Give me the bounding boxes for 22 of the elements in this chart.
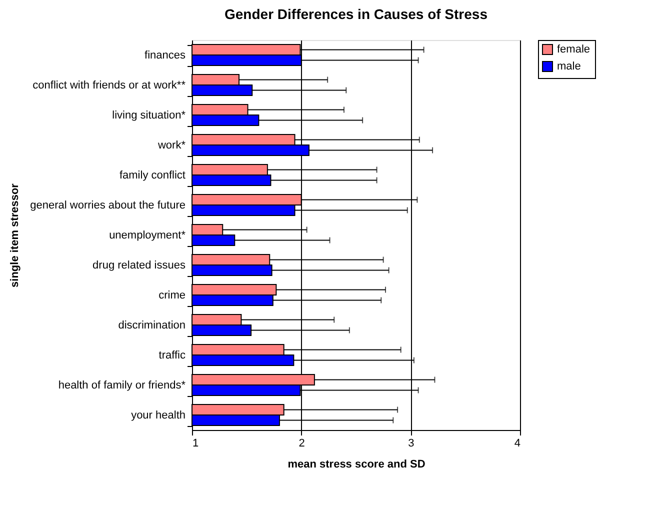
x-tick-label: 3 — [408, 438, 414, 450]
y-tick-label: living situation* — [112, 110, 186, 122]
y-tick-label: work* — [156, 140, 186, 152]
y-tick-label: finances — [144, 50, 186, 62]
chart-title: Gender Differences in Causes of Stress — [224, 6, 488, 22]
x-tick-label: 2 — [298, 438, 305, 450]
x-axis-title: mean stress score and SD — [288, 458, 426, 470]
y-axis-title: single item stressor — [9, 182, 22, 288]
legend-label: male — [557, 60, 581, 72]
y-tick-label: traffic — [158, 350, 186, 362]
y-tick-label: family conflict — [119, 170, 186, 182]
y-tick-label: general worries about the future — [30, 200, 186, 212]
legend-label: female — [557, 44, 590, 56]
y-tick-label: discrimination — [118, 320, 186, 332]
y-tick-label: crime — [158, 290, 186, 302]
y-tick-label: drug related issues — [92, 260, 186, 272]
x-tick-label: 1 — [192, 438, 199, 450]
y-tick-label: conflict with friends or at work** — [32, 80, 186, 92]
x-tick-label: 4 — [514, 438, 520, 450]
y-tick-label: unemployment* — [109, 230, 186, 242]
y-tick-label: your health — [131, 410, 186, 422]
y-tick-label: health of family or friends* — [58, 380, 186, 392]
